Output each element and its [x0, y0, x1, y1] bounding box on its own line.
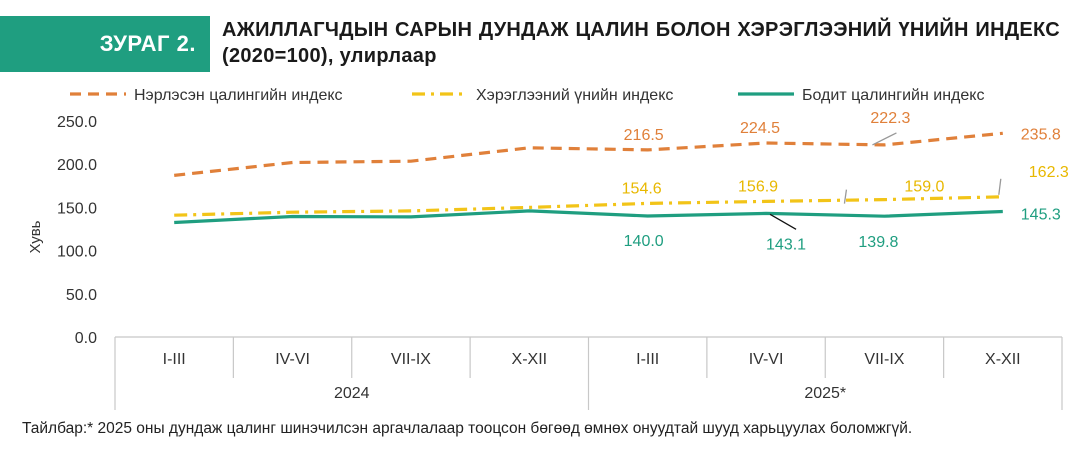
x-tick-label: IV-VI: [275, 351, 310, 368]
data-label: 143.1: [766, 236, 806, 253]
x-group-label: 2025*: [804, 385, 846, 402]
y-tick-label: 150.0: [57, 200, 97, 217]
data-label: 140.0: [624, 233, 664, 250]
data-label: 222.3: [870, 110, 910, 127]
y-axis-title: Хувь: [27, 220, 44, 253]
legend-label-2: Хэрэглээний үнийн индекс: [476, 87, 673, 104]
data-label: 162.3: [1029, 164, 1069, 181]
figure-number-badge: ЗУРАГ 2.: [0, 16, 210, 72]
data-label-leader: [872, 132, 897, 146]
x-tick-label: IV-VI: [749, 351, 784, 368]
data-label-leader: [843, 189, 848, 204]
legend-label-1: Нэрлэсэн цалингийн индекс: [134, 87, 343, 104]
x-tick-label: VII-IX: [391, 351, 431, 368]
data-label: 159.0: [904, 179, 944, 196]
data-label-leader: [998, 178, 1002, 195]
data-label: 224.5: [740, 120, 780, 137]
data-label: 235.8: [1021, 126, 1061, 143]
data-label: 154.6: [622, 180, 662, 197]
data-label: 156.9: [738, 178, 778, 195]
data-label: 145.3: [1021, 206, 1061, 223]
y-tick-label: 100.0: [57, 244, 97, 261]
x-tick-label: X-XII: [512, 351, 548, 368]
data-label: 139.8: [858, 234, 898, 251]
series-line-3: [174, 209, 1003, 225]
footnote: Тайлбар:* 2025 оны дундаж цалинг шинэчил…: [22, 420, 913, 437]
data-label-leader: [769, 213, 797, 230]
y-tick-label: 250.0: [57, 114, 97, 131]
figure-title: АЖИЛЛАГЧДЫН САРЫН ДУНДАЖ ЦАЛИН БОЛОН ХЭР…: [222, 19, 1060, 67]
legend-label-3: Бодит цалингийн индекс: [802, 87, 984, 104]
x-tick-label: I-III: [636, 351, 659, 368]
x-group-label: 2024: [334, 385, 370, 402]
y-tick-label: 0.0: [75, 330, 97, 347]
y-tick-label: 200.0: [57, 157, 97, 174]
x-tick-label: VII-IX: [864, 351, 904, 368]
x-tick-label: X-XII: [985, 351, 1021, 368]
series-line-1: [174, 131, 1003, 177]
y-tick-label: 50.0: [66, 287, 97, 304]
x-tick-label: I-III: [163, 351, 186, 368]
data-label: 216.5: [624, 127, 664, 144]
